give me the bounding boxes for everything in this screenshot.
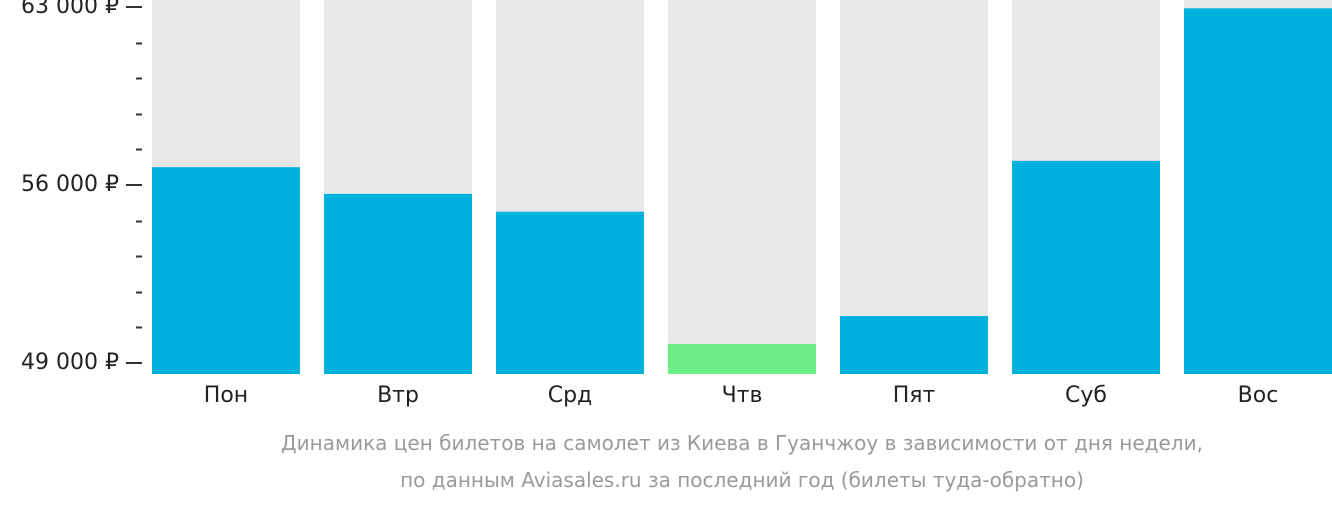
y-tick-label-3: 49 000 ₽ (21, 350, 119, 375)
x-tick-label-5: Пят (893, 383, 936, 408)
x-axis: Пон Втр Срд Чтв Пят Суб Вос (204, 383, 1279, 408)
bar-2 (324, 193, 472, 374)
x-tick-label-2: Втр (377, 383, 419, 408)
bar-7 (1184, 8, 1332, 375)
x-tick-label-4: Чтв (722, 383, 763, 408)
bar-1 (152, 167, 300, 374)
bar-3 (496, 211, 644, 374)
bar-track-4 (668, 0, 816, 374)
bar-5 (840, 315, 988, 374)
bars (152, 8, 1332, 375)
x-tick-label-3: Срд (548, 383, 593, 408)
bar-6 (1012, 160, 1160, 374)
x-tick-label-7: Вос (1238, 383, 1279, 408)
chart-caption-line-2: по данным Aviasales.ru за последний год … (400, 468, 1084, 492)
y-tick-label-1: 63 000 ₽ (21, 0, 119, 19)
y-axis: 63 000 ₽ 56 000 ₽ 49 000 ₽ (21, 0, 142, 375)
x-tick-label-1: Пон (204, 383, 248, 408)
bar-track-5 (840, 0, 988, 374)
y-tick-label-2: 56 000 ₽ (21, 172, 119, 197)
bar-4 (668, 343, 816, 374)
chart-caption-line-1: Динамика цен билетов на самолет из Киева… (281, 431, 1203, 455)
x-tick-label-6: Суб (1065, 383, 1107, 408)
